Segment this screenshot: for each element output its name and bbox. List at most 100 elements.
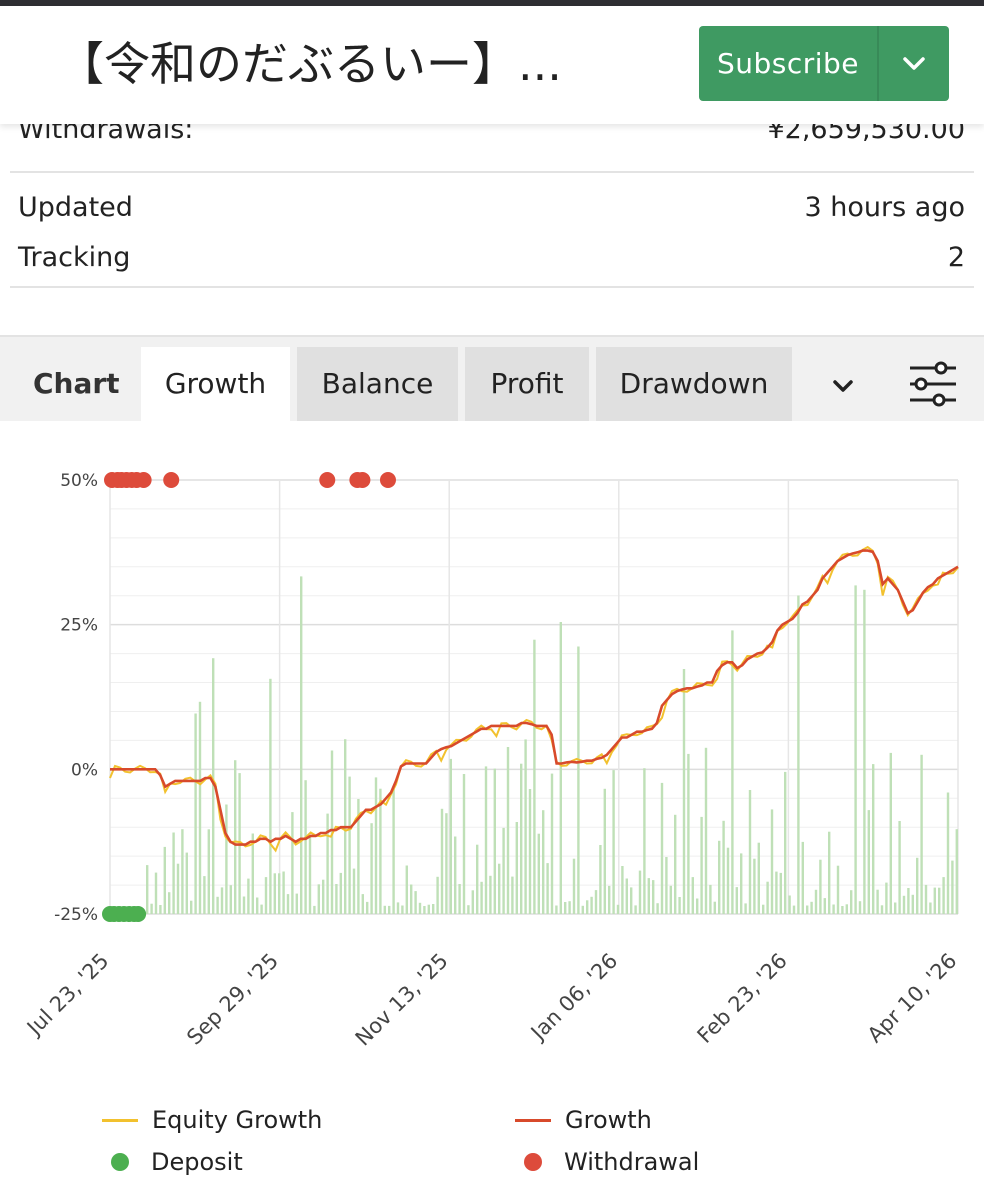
volume-bar bbox=[401, 905, 404, 914]
volume-bar bbox=[876, 889, 879, 914]
volume-bar bbox=[608, 885, 611, 914]
volume-bar bbox=[203, 876, 206, 914]
volume-bar bbox=[146, 865, 149, 914]
legend-withdrawal[interactable]: Withdrawal bbox=[515, 1148, 699, 1176]
volume-bar bbox=[528, 789, 532, 914]
legend-swatch bbox=[515, 1118, 551, 1122]
withdrawal-marker bbox=[354, 472, 371, 488]
volume-bar bbox=[766, 881, 769, 914]
volume-bar bbox=[225, 804, 228, 914]
volume-bar bbox=[278, 873, 281, 914]
volume-bar bbox=[418, 902, 422, 914]
volume-bar bbox=[308, 836, 312, 914]
volume-bar bbox=[370, 823, 373, 914]
volume-bar bbox=[506, 747, 510, 914]
volume-bar bbox=[234, 760, 237, 914]
volume-bar bbox=[163, 846, 166, 914]
chart-settings-button[interactable] bbox=[906, 359, 960, 409]
volume-bar bbox=[713, 901, 716, 914]
volume-bar bbox=[454, 836, 457, 914]
deposit-marker bbox=[130, 906, 147, 922]
volume-bar bbox=[181, 829, 184, 914]
volume-bar bbox=[357, 799, 360, 914]
volume-bar bbox=[176, 863, 180, 914]
volume-bar bbox=[414, 891, 417, 914]
chevron-down-icon bbox=[833, 380, 853, 392]
legend-equity-growth[interactable]: Equity Growth bbox=[102, 1106, 322, 1134]
legend-swatch bbox=[111, 1153, 129, 1171]
volume-bar bbox=[220, 887, 224, 914]
volume-bar bbox=[682, 669, 686, 914]
volume-bar bbox=[291, 812, 294, 914]
legend-label: Equity Growth bbox=[152, 1106, 323, 1134]
volume-bar bbox=[643, 768, 646, 914]
volume-bar bbox=[568, 901, 571, 914]
volume-bar bbox=[388, 905, 391, 914]
volume-bar bbox=[924, 884, 928, 914]
volume-bar bbox=[656, 903, 659, 914]
volume-bar bbox=[757, 842, 760, 914]
volume-bar bbox=[229, 885, 232, 914]
volume-bar bbox=[845, 904, 848, 914]
volume-bar bbox=[286, 894, 290, 914]
volume-bar bbox=[572, 858, 576, 914]
volume-bar bbox=[902, 895, 906, 914]
volume-bar bbox=[863, 589, 866, 914]
withdrawals-row: Withdrawals: ¥2,659,530.00 bbox=[18, 114, 965, 154]
volume-bar bbox=[374, 777, 378, 914]
volume-bar bbox=[432, 904, 435, 914]
volume-bar bbox=[392, 788, 395, 914]
chart-section-label: Chart bbox=[33, 367, 120, 400]
updated-row: Updated 3 hours ago bbox=[18, 192, 965, 232]
volume-bar bbox=[304, 780, 307, 914]
x-tick-label: Apr 10, '26 bbox=[863, 949, 962, 1048]
volume-bar bbox=[198, 701, 202, 914]
legend-label: Deposit bbox=[151, 1148, 243, 1176]
y-tick-label: 50% bbox=[60, 471, 98, 491]
subscribe-options-button[interactable] bbox=[879, 26, 949, 101]
legend-deposit[interactable]: Deposit bbox=[102, 1148, 243, 1176]
volume-bar bbox=[841, 906, 844, 914]
volume-bar bbox=[955, 829, 958, 914]
volume-bar bbox=[542, 810, 545, 914]
volume-bar bbox=[731, 630, 734, 914]
volume-bar bbox=[533, 639, 536, 914]
volume-bar bbox=[594, 890, 598, 914]
volume-bar bbox=[326, 813, 329, 914]
volume-bar bbox=[154, 872, 158, 914]
volume-bar bbox=[880, 905, 884, 914]
volume-bar bbox=[449, 758, 452, 914]
volume-bar bbox=[313, 905, 316, 914]
volume-bar bbox=[630, 887, 633, 914]
volume-bar bbox=[537, 833, 540, 914]
volume-bar bbox=[498, 863, 501, 914]
volume-bar bbox=[612, 770, 615, 914]
tab-profit[interactable]: Profit bbox=[465, 347, 589, 421]
volume-bar bbox=[379, 788, 382, 914]
subscribe-button[interactable]: Subscribe bbox=[716, 47, 860, 80]
more-tabs-button[interactable] bbox=[826, 369, 860, 403]
withdrawal-marker bbox=[135, 472, 152, 488]
tab-growth[interactable]: Growth bbox=[141, 347, 290, 421]
legend-swatch bbox=[524, 1153, 542, 1171]
tab-balance[interactable]: Balance bbox=[297, 347, 458, 421]
volume-bar bbox=[951, 860, 954, 914]
tracking-value: 2 bbox=[947, 242, 965, 273]
legend-swatch bbox=[102, 1118, 138, 1122]
x-tick-label: Nov 13, '25 bbox=[351, 949, 453, 1051]
volume-bar bbox=[427, 904, 430, 914]
volume-bar bbox=[938, 887, 941, 914]
volume-bar bbox=[322, 879, 325, 914]
volume-bar bbox=[722, 820, 725, 914]
updated-label: Updated bbox=[18, 192, 133, 223]
divider bbox=[10, 286, 974, 288]
volume-bar bbox=[190, 900, 193, 914]
volume-bar bbox=[423, 906, 426, 914]
volume-bar bbox=[858, 901, 862, 914]
tab-drawdown[interactable]: Drawdown bbox=[596, 347, 792, 421]
volume-bar bbox=[933, 887, 936, 914]
volume-bar bbox=[916, 857, 919, 914]
legend-growth[interactable]: Growth bbox=[515, 1106, 652, 1134]
volume-bar bbox=[564, 902, 567, 914]
chart-tab-bar: Chart Growth Balance Profit Drawdown bbox=[0, 335, 984, 421]
